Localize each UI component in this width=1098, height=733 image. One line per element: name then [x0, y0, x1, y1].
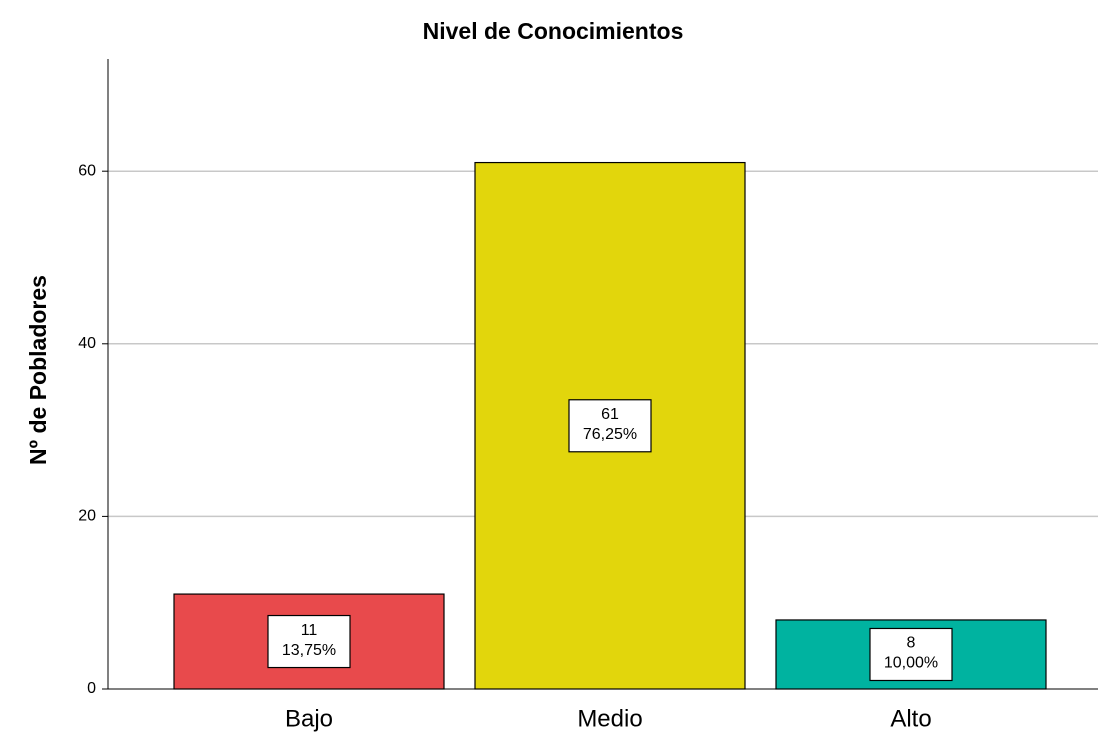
data-label-percent: 10,00%: [884, 655, 938, 672]
y-tick-label: 0: [87, 680, 96, 697]
data-label: 8: [907, 635, 916, 652]
data-label-box: [568, 399, 652, 453]
y-tick-label: 40: [78, 335, 96, 352]
y-tick-label: 60: [78, 162, 96, 179]
data-label-box: [267, 614, 351, 669]
data-label-percent: 13,75%: [282, 642, 336, 659]
data-label-box: [869, 627, 953, 682]
x-tick-label: Bajo: [285, 705, 333, 732]
x-tick-label: Medio: [577, 705, 642, 732]
data-label: 11: [301, 622, 318, 639]
bar: [173, 593, 445, 690]
chart-title: Nivel de Conocimientos: [423, 18, 684, 44]
y-tick-label: 20: [78, 508, 96, 525]
x-tick-label: Alto: [890, 705, 931, 732]
data-label: 61: [601, 406, 619, 423]
data-label-percent: 76,25%: [583, 426, 637, 443]
y-axis-label: Nº de Pobladores: [25, 275, 51, 465]
